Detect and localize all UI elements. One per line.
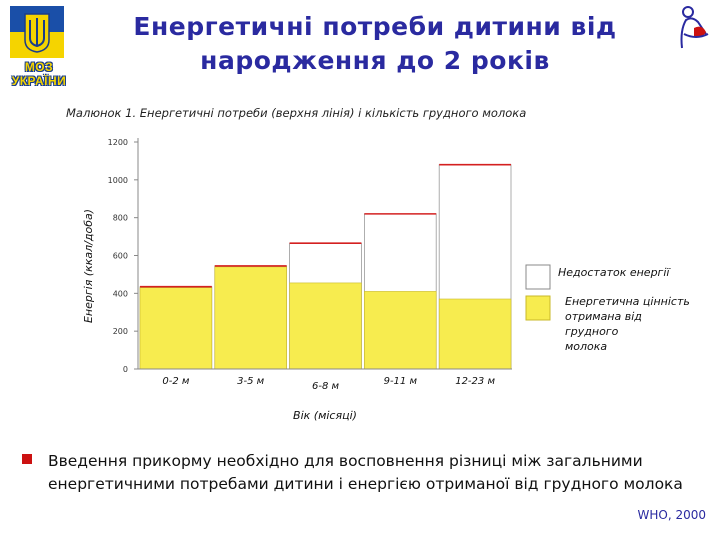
trident-emblem-icon bbox=[10, 6, 64, 58]
slide-title: Енергетичні потреби дитини від народженн… bbox=[133, 12, 617, 75]
mother-child-icon bbox=[680, 6, 709, 49]
breastmilk-bar bbox=[214, 266, 287, 370]
y-tick-label: 0 bbox=[123, 365, 128, 374]
bullet-text: Введення прикорму необхідно для восповне… bbox=[48, 452, 683, 493]
bullet-icon bbox=[22, 454, 32, 464]
y-tick-label: 200 bbox=[113, 327, 128, 336]
source-label: WHO, 2000 bbox=[637, 508, 706, 522]
x-category-label: 6-8 м bbox=[312, 381, 340, 392]
x-category-label: 12-23 м bbox=[455, 376, 495, 387]
x-category-label: 3-5 м bbox=[237, 376, 265, 387]
legend-label-line: Енергетична цінність bbox=[565, 295, 690, 308]
breastmilk-bar bbox=[139, 287, 213, 370]
y-tick-label: 800 bbox=[113, 214, 128, 223]
logo-line-1: МОЗ bbox=[24, 60, 54, 74]
logo-line-2: УКРАЇНИ bbox=[11, 74, 67, 88]
y-tick-label: 600 bbox=[113, 252, 128, 261]
x-axis-title: Вік (місяці) bbox=[293, 409, 357, 422]
legend-label-line: грудного bbox=[565, 325, 619, 338]
legend-swatch-breastmilk bbox=[525, 295, 551, 321]
breastmilk-bar bbox=[364, 291, 437, 370]
legend-label-gap: Недостаток енергії bbox=[558, 266, 671, 279]
moz-logo: МОЗ УКРАЇНИ bbox=[6, 4, 68, 92]
breastmilk-bar bbox=[438, 298, 512, 370]
legend-label-line: молока bbox=[565, 340, 607, 353]
chart-title: Малюнок 1. Енергетичні потреби (верхня л… bbox=[66, 106, 527, 120]
legend-label-breastmilk: Енергетична цінність отримана від грудного… bbox=[565, 295, 690, 353]
y-axis-title: Енергія (ккал/доба) bbox=[82, 209, 95, 323]
breastmilk-bar bbox=[289, 282, 362, 370]
y-tick-label: 1000 bbox=[108, 176, 128, 185]
legend-swatch-gap bbox=[525, 264, 551, 290]
y-tick-label: 1200 bbox=[108, 138, 128, 147]
y-tick-label: 400 bbox=[113, 289, 128, 298]
x-category-label: 9-11 м bbox=[384, 376, 418, 387]
legend-label-line: отримана від bbox=[565, 310, 642, 323]
x-category-label: 0-2 м bbox=[162, 376, 190, 387]
